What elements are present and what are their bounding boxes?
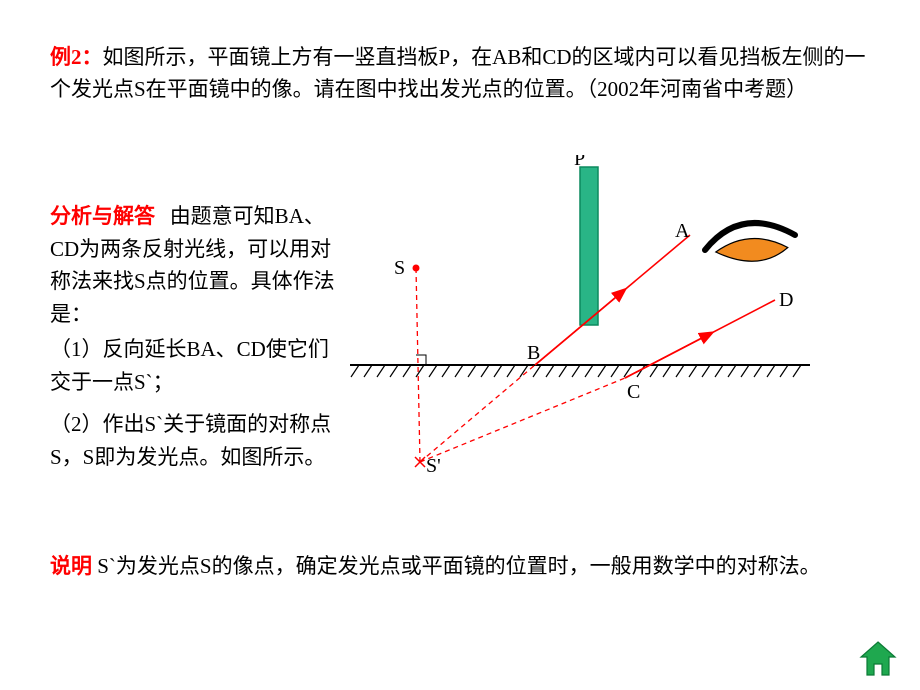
physics-diagram: P A B C D S S': [350, 155, 880, 495]
label-p: P: [574, 155, 585, 170]
ext-sprime-b: [420, 365, 535, 462]
ray-c-d-arrow: [625, 333, 712, 378]
analysis-step-1: （1）反向延长BA、CD使它们交于一点S`；: [50, 333, 340, 398]
barrier-p: [580, 167, 598, 325]
note-text: S`为发光点S的像点，确定发光点或平面镜的位置时，一般用数学中的对称法。: [92, 554, 821, 578]
analysis-body: 由题意可知BA、CD为两条反射光线，可以用对称法来找S点的位置。具体作法是：: [50, 200, 340, 330]
label-s: S: [394, 257, 405, 279]
problem-block: 例2：如图所示，平面镜上方有一竖直挡板P，在AB和CD的区域内可以看见挡板左侧的…: [50, 42, 870, 105]
label-c: C: [627, 381, 640, 403]
note-label: 说明: [50, 554, 92, 578]
problem-text: 如图所示，平面镜上方有一竖直挡板P，在AB和CD的区域内可以看见挡板左侧的一个发…: [50, 45, 866, 101]
eye-icon: [705, 223, 795, 261]
point-s: [413, 265, 420, 272]
label-s-prime: S': [426, 455, 441, 477]
problem-label: 例2：: [50, 45, 103, 69]
label-d: D: [779, 289, 793, 311]
note-block: 说明 S`为发光点S的像点，确定发光点或平面镜的位置时，一般用数学中的对称法。: [50, 550, 870, 583]
home-icon[interactable]: [858, 640, 898, 678]
label-b: B: [527, 342, 540, 364]
ext-sprime-c: [420, 378, 625, 462]
label-a: A: [675, 220, 690, 242]
analysis-step-2: （2）作出S`关于镜面的对称点S，S即为发光点。如图所示。: [50, 408, 340, 473]
